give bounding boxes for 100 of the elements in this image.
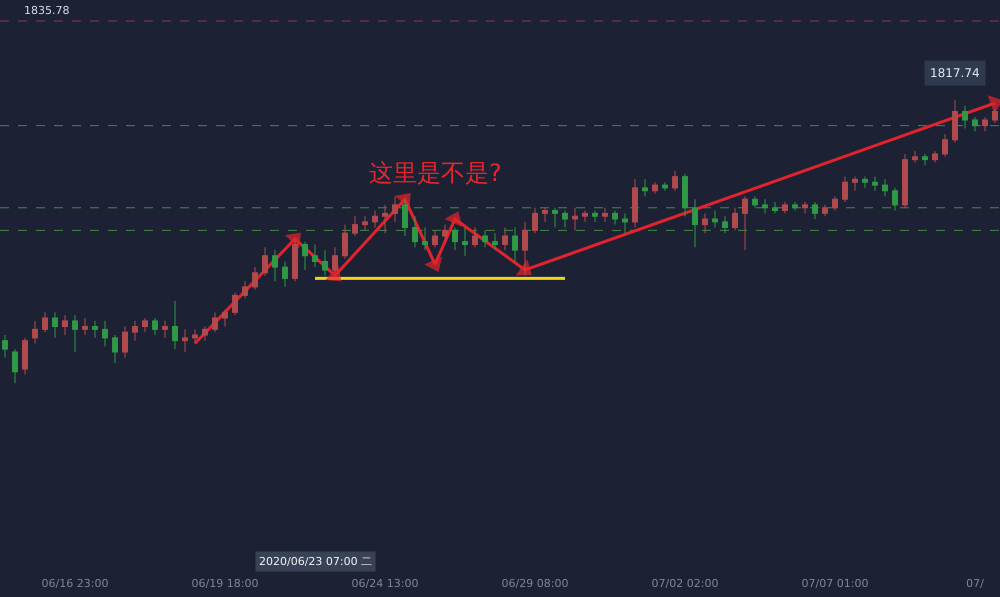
- candlestick: [302, 241, 308, 270]
- candlestick: [242, 280, 248, 299]
- candlestick: [332, 246, 338, 274]
- point: [325, 266, 342, 282]
- candlestick: [732, 207, 738, 231]
- candlestick: [572, 207, 578, 231]
- candlestick: [662, 182, 668, 192]
- candlestick: [322, 250, 328, 276]
- x-tick-label: 07/: [966, 577, 984, 590]
- candlestick: [902, 153, 908, 208]
- candlestick: [62, 314, 68, 336]
- candlestick: [482, 230, 488, 248]
- candlestick: [802, 202, 808, 214]
- candlestick: [442, 224, 448, 242]
- candlestick: [912, 150, 918, 163]
- candlestick: [402, 198, 408, 236]
- candlestick: [782, 202, 788, 214]
- candlestick: [172, 300, 178, 350]
- candlestick: [462, 227, 468, 256]
- candlestick: [952, 100, 958, 144]
- candlestick: [492, 232, 498, 251]
- candlestick: [362, 216, 368, 231]
- candlestick: [832, 196, 838, 212]
- candlestick: [812, 202, 818, 220]
- text: 2020/06/23 07:00 二: [259, 555, 372, 568]
- candlestick: [222, 309, 228, 328]
- candlestick: [792, 202, 798, 212]
- candlestick: [842, 176, 848, 203]
- candlestick: [752, 196, 758, 208]
- candlestick: [142, 318, 148, 333]
- candlestick: [632, 178, 638, 228]
- candlestick: [522, 221, 528, 276]
- candlestick: [372, 210, 378, 228]
- candlestick: [2, 334, 8, 358]
- candlestick: [502, 227, 508, 251]
- candlestick: [422, 227, 428, 251]
- candlestick: [382, 204, 388, 234]
- candlestick: [182, 328, 188, 352]
- candlestick: [852, 176, 858, 192]
- x-tick-label: 06/19 18:00: [192, 577, 258, 590]
- x-tick-label: 06/24 13:00: [352, 577, 418, 590]
- candlestick: [962, 105, 968, 129]
- candlestick: [12, 348, 18, 384]
- candlestick: [72, 314, 78, 352]
- annotation: 这里是不是?: [369, 159, 502, 187]
- candlestick: [582, 210, 588, 222]
- candlestick: [102, 320, 108, 347]
- candlestick: [352, 216, 358, 236]
- candlestick: [92, 320, 98, 338]
- candlestick: [742, 196, 748, 251]
- x-tick-label: 07/02 02:00: [652, 577, 718, 590]
- candlestick: [602, 207, 608, 222]
- candlestick: [272, 250, 278, 282]
- candlestick: [982, 116, 988, 132]
- candlestick: [722, 216, 728, 234]
- candlestick: [412, 216, 418, 248]
- candlestick: [922, 153, 928, 166]
- candlestick: [342, 224, 348, 260]
- candlestick: [32, 320, 38, 344]
- candlestick: [672, 170, 678, 192]
- candlestick: [202, 326, 208, 342]
- candlestick: [392, 196, 398, 222]
- candlestick: [432, 230, 438, 248]
- candlestick: [642, 178, 648, 197]
- candlestick: [42, 312, 48, 333]
- candlestick: [562, 210, 568, 228]
- candlestick: [552, 207, 558, 228]
- candlestick: [762, 198, 768, 214]
- candlestick: [252, 266, 258, 290]
- candlestick: [472, 227, 478, 248]
- candlestick: [932, 150, 938, 163]
- candlestick: [52, 312, 58, 338]
- candlestick: [682, 173, 688, 217]
- candlestick: [772, 202, 778, 214]
- candlestick: [532, 207, 538, 234]
- text: 1835.78: [24, 4, 70, 17]
- candlestick: [112, 334, 118, 364]
- candlestick: [992, 108, 998, 124]
- candlestick: [312, 244, 318, 268]
- candlestick: [82, 318, 88, 336]
- candlestick: [612, 210, 618, 226]
- candlestick: [512, 227, 518, 262]
- x-tick-label: 06/29 08:00: [502, 577, 568, 590]
- candlestick: [822, 204, 828, 217]
- candlestick: [622, 212, 628, 234]
- candlestick: [892, 187, 898, 212]
- annotation: 1817.74: [930, 66, 980, 80]
- candlestick: [692, 198, 698, 248]
- candlestick: [152, 318, 158, 336]
- candlestick: [862, 176, 868, 188]
- candlestick: [232, 292, 238, 316]
- candlestick: [262, 246, 268, 276]
- candlestick: [592, 210, 598, 222]
- x-tick-label: 06/16 23:00: [42, 577, 108, 590]
- candlestick: [162, 320, 168, 338]
- candlestick: [22, 337, 28, 376]
- x-tick-label: 07/07 01:00: [802, 577, 868, 590]
- candlestick: [132, 320, 138, 342]
- candlestick: [452, 227, 458, 251]
- candlestick: [652, 182, 658, 194]
